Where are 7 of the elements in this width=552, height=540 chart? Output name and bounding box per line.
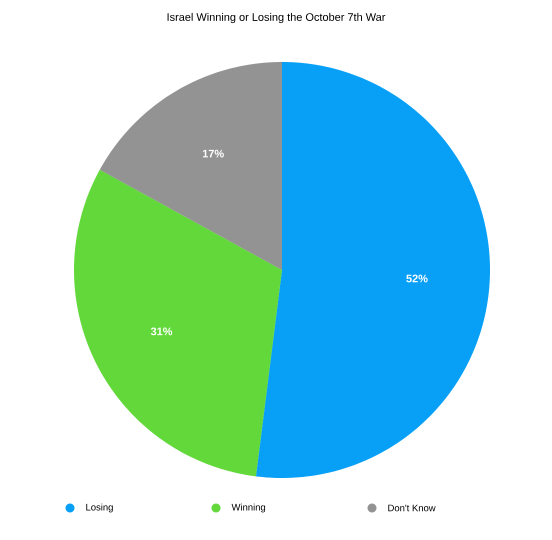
legend-label: Losing — [86, 504, 113, 512]
data-label: 52% — [406, 274, 428, 282]
data-label: 31% — [150, 328, 172, 336]
data-label: 17% — [202, 150, 224, 158]
legend-label: Winning — [232, 504, 266, 512]
chart-title: Israel Winning or Losing the October 7th War — [168, 12, 386, 24]
legend-label: Don't Know — [388, 504, 436, 512]
